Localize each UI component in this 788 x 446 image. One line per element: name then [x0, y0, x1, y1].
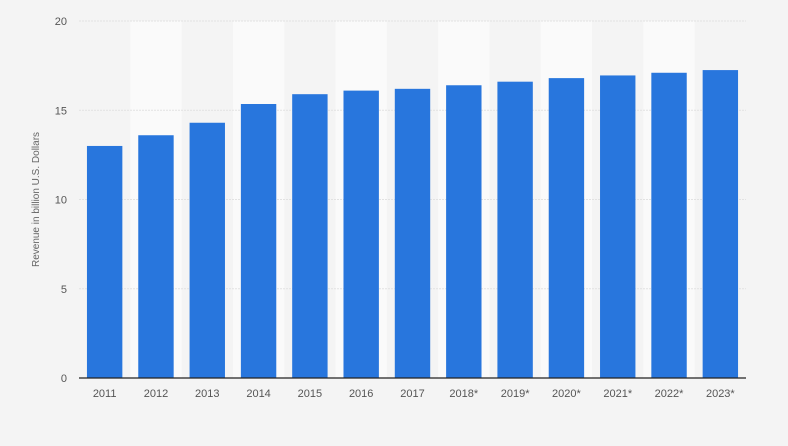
x-tick-label: 2020*	[552, 388, 581, 400]
x-tick-label: 2022*	[655, 388, 684, 400]
bar	[497, 81, 533, 378]
bar	[394, 88, 431, 378]
bar	[343, 90, 379, 379]
x-tick-label: 2011	[93, 388, 117, 400]
bar	[651, 72, 687, 378]
x-tick-label: 2013	[195, 388, 219, 400]
bar	[138, 135, 174, 378]
x-tick-label: 2021*	[603, 388, 632, 400]
bar	[240, 104, 277, 378]
bar	[189, 122, 225, 379]
x-tick-label: 2016	[349, 388, 373, 400]
bar	[548, 78, 585, 379]
x-tick-label: 2018*	[449, 388, 478, 400]
y-tick-label: 5	[61, 284, 67, 296]
y-tick-label: 20	[55, 16, 67, 28]
y-tick-label: 10	[55, 195, 67, 207]
x-tick-label: 2015	[298, 388, 322, 400]
y-tick-label: 15	[55, 105, 67, 117]
y-tick-label: 0	[61, 373, 67, 385]
bar	[86, 145, 123, 378]
x-tick-label: 2023*	[706, 388, 735, 400]
x-tick-label: 2014	[246, 388, 270, 400]
x-tick-label: 2019*	[501, 388, 530, 400]
bar	[600, 75, 636, 378]
bar	[292, 94, 328, 378]
y-axis-label: Revenue in billion U.S. Dollars	[31, 132, 42, 267]
bar	[702, 70, 739, 379]
bar	[446, 85, 482, 378]
x-tick-label: 2017	[400, 388, 424, 400]
x-tick-label: 2012	[144, 388, 168, 400]
